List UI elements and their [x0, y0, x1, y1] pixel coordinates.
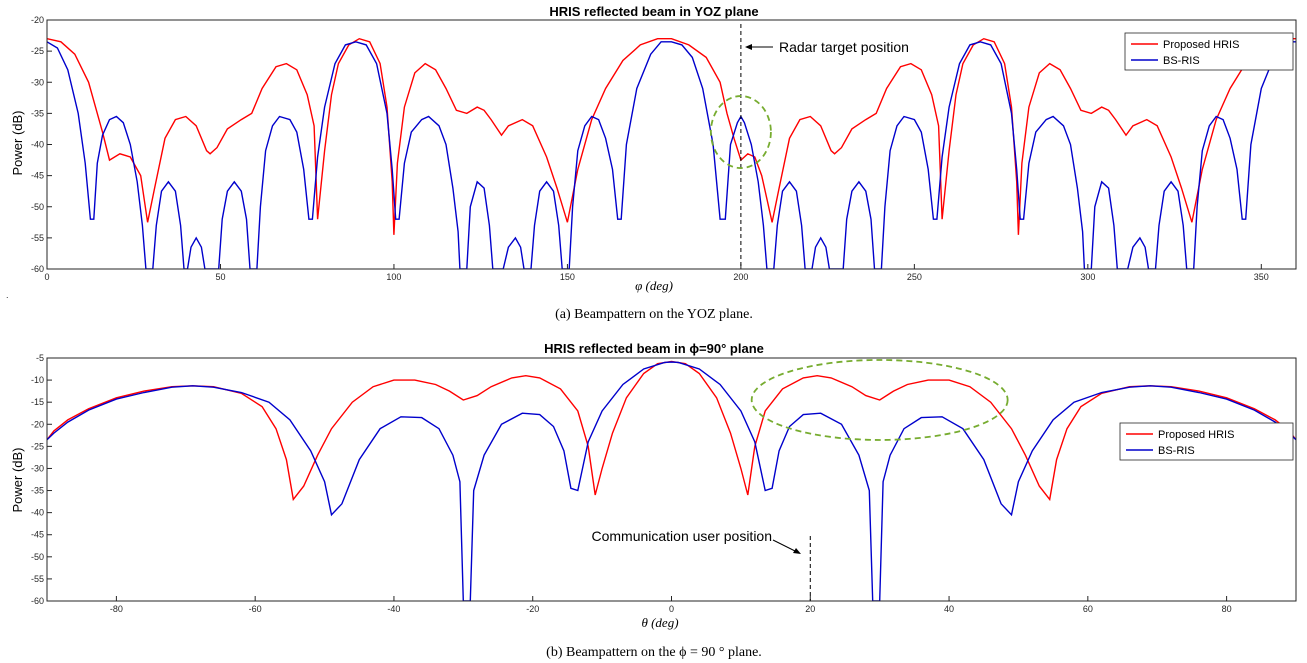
chart-a-y-ticks: -20 -25 -30 -35 -40 -45 -50 -55 -60: [31, 15, 52, 274]
chart-a-annotation: Radar target position: [745, 39, 909, 55]
chart-b-xlabel: θ (deg): [641, 615, 678, 630]
chart-b-legend: Proposed HRIS BS-RIS: [1119, 422, 1294, 461]
chart-b-y-tick-label: -55: [31, 574, 44, 584]
chart-a-x-ticks: 0 50 100 150 200 250 300 350: [44, 264, 1269, 282]
chart-b-axes-box: [46, 357, 1297, 602]
chart-b-y-tick-label: -30: [31, 463, 44, 473]
chart-b-x-tick-label: -40: [387, 604, 400, 614]
chart-b-x-tick-label: -60: [249, 604, 262, 614]
chart-a-legend-label-bs-ris: BS-RIS: [1163, 55, 1200, 67]
chart-a-y-tick-label: -50: [31, 202, 44, 212]
chart-b-x-tick-label: 60: [1083, 604, 1093, 614]
chart-a-x-tick-label: 300: [1080, 272, 1095, 282]
chart-b-y-tick-label: -5: [36, 353, 44, 363]
chart-a-plot-area: [47, 37, 1296, 269]
chart-b-y-tick-label: -15: [31, 397, 44, 407]
panel-b: HRIS reflected beam in ϕ=90° plane Power…: [10, 341, 1297, 660]
chart-a-legend-box: [1124, 32, 1294, 71]
chart-a-annotation-arrowhead: [745, 44, 752, 50]
chart-a-x-tick-label: 250: [907, 272, 922, 282]
chart-b-x-tick-label: 40: [944, 604, 954, 614]
chart-a-y-tick-label: -30: [31, 77, 44, 87]
chart-a-series-bs-ris-line: [47, 41, 1296, 269]
chart-b-y-tick-label: -35: [31, 486, 44, 496]
chart-b-title: HRIS reflected beam in ϕ=90° plane: [544, 341, 764, 356]
chart-a-x-tick-label: 0: [44, 272, 49, 282]
chart-a-xlabel: φ (deg): [635, 278, 673, 293]
chart-b-series-proposed-hris-line: [47, 360, 1296, 502]
chart-a-annotation-text: Radar target position: [779, 39, 909, 55]
chart-b-annotation-arrow: [772, 539, 798, 553]
chart-a-x-tick-label: 50: [215, 272, 225, 282]
chart-b-legend-box: [1119, 422, 1294, 461]
chart-b-plot-area: [47, 360, 1296, 601]
chart-b-legend-label-bs-ris: BS-RIS: [1158, 445, 1195, 457]
chart-b-y-tick-label: -10: [31, 375, 44, 385]
chart-b-y-tick-label: -20: [31, 419, 44, 429]
chart-b-series-bs-ris-line: [47, 361, 1296, 601]
chart-a-x-tick-label: 350: [1254, 272, 1269, 282]
chart-a-y-tick-label: -35: [31, 108, 44, 118]
chart-b-x-ticks: -80 -60 -40 -20 0 20 40 60 80: [110, 596, 1232, 614]
chart-a-y-tick-label: -20: [31, 15, 44, 25]
chart-b-annotation-arrowhead: [793, 548, 801, 554]
panel-a: HRIS reflected beam in YOZ plane Power (…: [6, 4, 1297, 322]
chart-b-legend-label-proposed-hris: Proposed HRIS: [1158, 429, 1234, 441]
chart-b-caption: (b) Beampattern on the ϕ = 90 ° plane.: [546, 645, 762, 660]
chart-a-axes-box: [46, 19, 1297, 270]
chart-b-y-tick-label: -40: [31, 508, 44, 518]
chart-a-caption: (a) Beampattern on the YOZ plane.: [555, 307, 753, 322]
chart-b-x-tick-label: 20: [805, 604, 815, 614]
chart-a-y-tick-label: -25: [31, 46, 44, 56]
stray-dot: .: [6, 290, 9, 300]
chart-b-x-tick-label: -80: [110, 604, 123, 614]
chart-a-title: HRIS reflected beam in YOZ plane: [549, 4, 758, 19]
chart-a-legend-label-proposed-hris: Proposed HRIS: [1163, 39, 1239, 51]
chart-a-x-tick-label: 100: [386, 272, 401, 282]
chart-a-y-tick-label: -60: [31, 264, 44, 274]
chart-a-legend: Proposed HRIS BS-RIS: [1124, 32, 1294, 71]
chart-b-x-tick-label: -20: [526, 604, 539, 614]
chart-a-y-tick-label: -40: [31, 140, 44, 150]
chart-b-y-tick-label: -60: [31, 596, 44, 606]
chart-b-y-tick-label: -25: [31, 441, 44, 451]
chart-a-ylabel: Power (dB): [10, 110, 25, 175]
chart-b-x-tick-label: 0: [669, 604, 674, 614]
chart-a-x-tick-label: 150: [560, 272, 575, 282]
chart-a-series-proposed-hris-line: [47, 37, 1296, 235]
chart-a-y-tick-label: -55: [31, 233, 44, 243]
chart-b-y-tick-label: -45: [31, 530, 44, 540]
chart-a-x-tick-label: 200: [733, 272, 748, 282]
chart-b-y-tick-label: -50: [31, 552, 44, 562]
chart-b-x-tick-label: 80: [1222, 604, 1232, 614]
chart-a-y-tick-label: -45: [31, 171, 44, 181]
chart-b-ylabel: Power (dB): [10, 447, 25, 512]
chart-b-highlight-ellipse: [750, 359, 1009, 441]
chart-b-y-ticks: -5 -10 -15 -20 -25 -30 -35 -40 -45 -50 -55 -60: [31, 353, 52, 606]
chart-b-annotation: Communication user position: [591, 528, 801, 554]
chart-a-highlight-ellipse: [709, 95, 772, 169]
chart-b-annotation-text: Communication user position: [591, 528, 772, 544]
